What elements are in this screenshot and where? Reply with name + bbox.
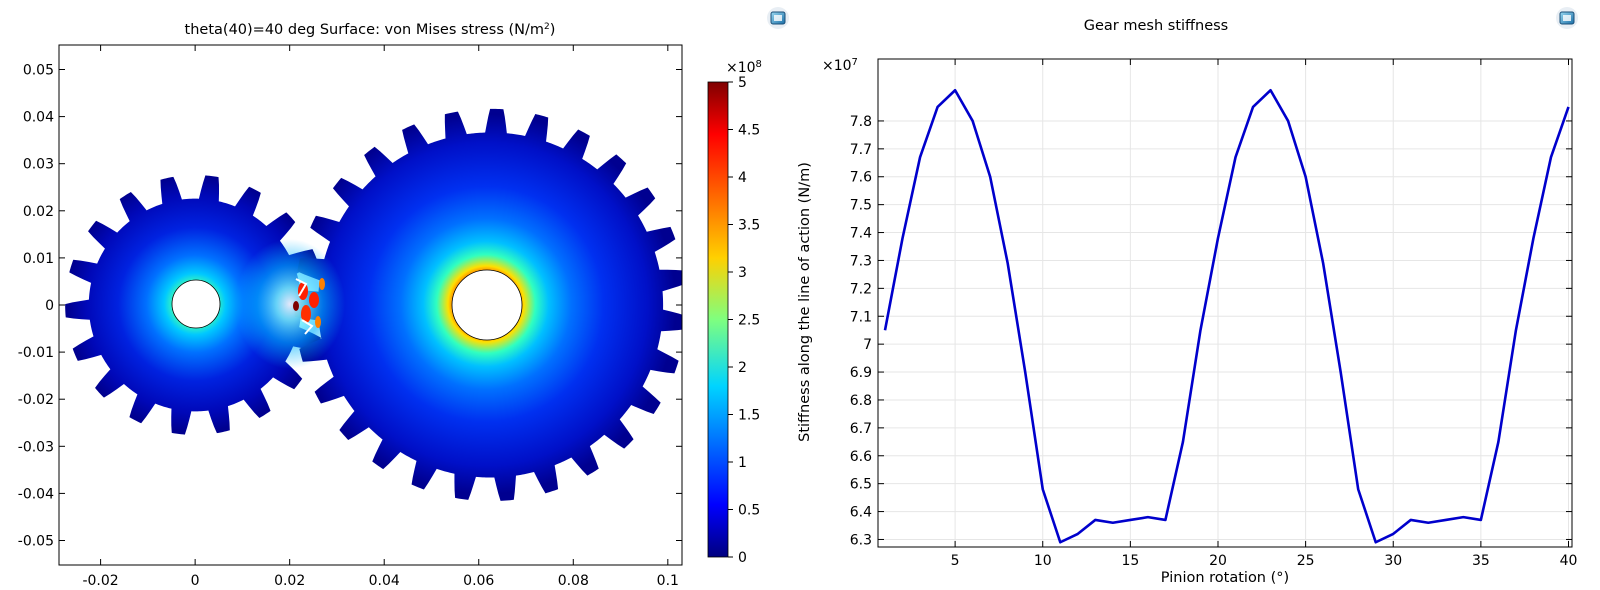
colorbar-gradient: [707, 81, 729, 558]
stiffness-plot-frame: [877, 58, 1573, 548]
y-tick-label: 0: [45, 298, 54, 314]
x-tick-label: 15: [1121, 553, 1139, 569]
x-tick-label: 5: [951, 553, 960, 569]
y-tick-label: -0.03: [18, 439, 54, 455]
y-tick-label: -0.05: [18, 534, 54, 550]
gear-bore: [451, 269, 523, 341]
y-tick-label: 6.6: [850, 449, 872, 465]
stiffness-points: [885, 90, 1569, 543]
colorbar-tick-label: 4.5: [738, 123, 760, 139]
y-tick-label: 6.3: [850, 532, 872, 548]
y-tick-label: 6.5: [850, 477, 872, 493]
series-stiffness-line: [883, 88, 1570, 544]
gears-layer: [65, 108, 682, 501]
y-tick-label: 7.3: [850, 253, 872, 269]
y-multiplier: ×107: [822, 57, 858, 75]
stiffness-grid: [878, 59, 1572, 547]
x-tick-label: 0.04: [369, 573, 400, 589]
colorbar-tick-label: 2: [738, 360, 747, 376]
x-tick-label: 30: [1384, 553, 1402, 569]
colorbar-tick-label: 1.5: [738, 408, 760, 424]
y-tick-label: -0.01: [18, 345, 54, 361]
x-tick-label: 0.1: [657, 573, 679, 589]
x-tick-label: 40: [1560, 553, 1578, 569]
y-tick-label: 0.01: [23, 251, 54, 267]
colorbar-tick-label: 5: [738, 75, 747, 91]
contact-stress-hotspots: [293, 278, 325, 335]
x-tick-label: -0.02: [82, 573, 118, 589]
colorbar-tick-label: 3: [738, 265, 747, 281]
y-tick-label: 7.5: [850, 198, 872, 214]
x-tick-label: 0.08: [558, 573, 589, 589]
y-tick-label: 7.4: [850, 226, 872, 242]
y-tick-label: -0.02: [18, 392, 54, 408]
y-tick-label: 7.6: [850, 170, 872, 186]
y-tick-label: 0.03: [23, 157, 54, 173]
x-tick-label: 0.02: [274, 573, 305, 589]
x-axis-title: Pinion rotation (°): [1161, 570, 1289, 586]
stiffness-plot: Gear mesh stiffness ×107 5 10 15 20 25 30 35 40…: [797, 18, 1577, 586]
right-plot-logo-icon: [1556, 7, 1578, 29]
stress-plot-x-axis: -0.02 0 0.02 0.04 0.06 0.08 0.1: [82, 45, 679, 589]
stress-plot-y-axis: 0.05 0.04 0.03 0.02 0.01 0 -0.01 -0.02 -0.03 -0.0…: [18, 62, 682, 550]
stress-plot-title: theta(40)=40 deg Surface: von Mises stre…: [185, 22, 556, 38]
colorbar-tick-label: 0.5: [738, 503, 760, 519]
colorbar: ×108 5 4.5 4 3.5 3 2.5 2 1.5 1 0.5 0: [707, 59, 762, 566]
contact-region-glow: [235, 239, 345, 369]
y-tick-label: 7: [863, 337, 872, 353]
x-tick-label: 0: [191, 573, 200, 589]
pinion-bore: [171, 279, 221, 329]
y-tick-label: 6.4: [850, 505, 872, 521]
y-tick-label: 6.7: [850, 421, 872, 437]
x-tick-label: 0.06: [463, 573, 494, 589]
left-plot-logo-icon: [767, 7, 789, 29]
stiffness-y-axis: 6.3 6.4 6.5 6.6 6.7 6.8 6.9 7 7.1 7.2 7.3 7.4 7.5 7.6…: [850, 114, 1572, 548]
y-tick-label: 6.9: [850, 365, 872, 381]
stiffness-x-axis: 5 10 15 20 25 30 35 40: [951, 59, 1578, 569]
x-tick-label: 35: [1472, 553, 1490, 569]
y-tick-label: 6.8: [850, 393, 872, 409]
y-tick-label: 7.7: [850, 142, 872, 158]
x-tick-label: 10: [1034, 553, 1052, 569]
y-tick-label: 7.1: [850, 309, 872, 325]
y-tick-label: 7.8: [850, 114, 872, 130]
colorbar-ticks: 5 4.5 4 3.5 3 2.5 2 1.5 1 0.5 0: [728, 75, 760, 566]
colorbar-tick-label: 3.5: [738, 218, 760, 234]
y-tick-label: 0.05: [23, 62, 54, 78]
colorbar-exponent: ×108: [726, 59, 762, 77]
y-tick-label: 7.2: [850, 281, 872, 297]
colorbar-tick-label: 4: [738, 170, 747, 186]
x-tick-label: 25: [1297, 553, 1315, 569]
x-tick-label: 20: [1209, 553, 1227, 569]
colorbar-tick-label: 1: [738, 455, 747, 471]
stress-plot: theta(40)=40 deg Surface: von Mises stre…: [18, 22, 762, 589]
y-tick-label: 0.02: [23, 204, 54, 220]
y-axis-title: Stiffness along the line of action (N/m): [797, 162, 813, 442]
colorbar-tick-label: 2.5: [738, 313, 760, 329]
y-tick-label: -0.04: [18, 486, 54, 502]
colorbar-tick-label: 0: [738, 550, 747, 566]
y-tick-label: 0.04: [23, 110, 54, 126]
stiffness-plot-title: Gear mesh stiffness: [1084, 18, 1229, 34]
